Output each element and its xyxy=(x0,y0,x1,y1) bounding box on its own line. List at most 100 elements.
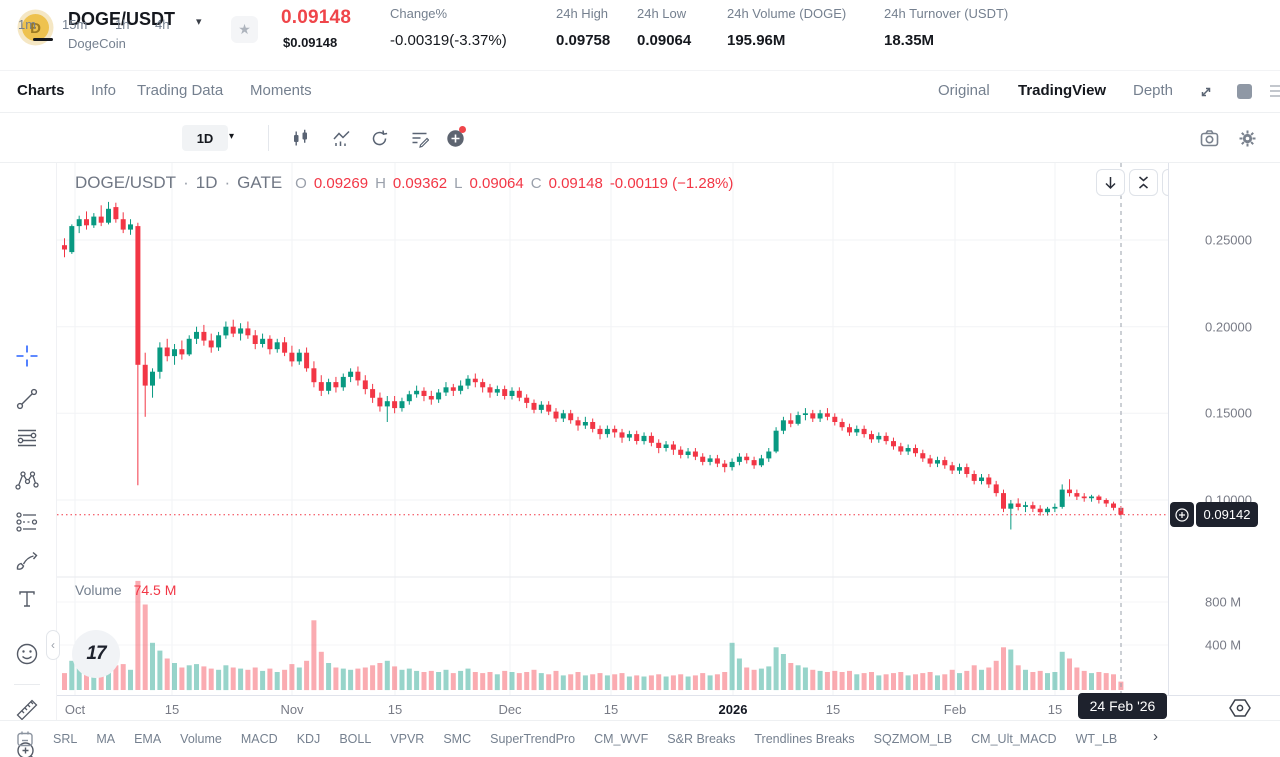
indicator-item[interactable]: VPVR xyxy=(390,732,425,746)
indicator-item[interactable]: CM_WVF xyxy=(594,732,649,746)
indicator-item[interactable]: Volume xyxy=(180,732,222,746)
forecast-tool-icon[interactable] xyxy=(13,508,41,536)
legend-interval[interactable]: 1D xyxy=(195,173,218,192)
gear-icon[interactable] xyxy=(1238,129,1257,148)
expand-icon[interactable] xyxy=(1198,84,1214,100)
timeframe-dropdown-icon[interactable]: ▾ xyxy=(229,131,235,142)
volume-label[interactable]: Volume xyxy=(75,582,122,598)
time-tick: Feb xyxy=(943,702,967,717)
pattern-tool-icon[interactable] xyxy=(13,466,41,494)
indicator-item[interactable]: Trendlines Breaks xyxy=(754,732,855,746)
timeframe-1d-active[interactable]: 1D xyxy=(182,125,228,151)
stat-label: 24h Volume (DOGE) xyxy=(727,6,847,21)
timeframe-15m[interactable]: 15m xyxy=(62,17,88,32)
candlestick-chart xyxy=(57,163,1168,695)
time-tick: 15 xyxy=(825,702,841,717)
timeframe-4h[interactable]: 4h xyxy=(155,17,170,32)
indicator-item[interactable]: SuperTrendPro xyxy=(490,732,576,746)
indicator-item[interactable]: S&R Breaks xyxy=(667,732,736,746)
stat-label: Change% xyxy=(390,6,448,21)
ohlc-open: 0.09269 xyxy=(313,175,369,192)
add-plus-icon[interactable] xyxy=(446,129,465,148)
favorite-button[interactable]: ★ xyxy=(231,16,258,43)
volume-tick: 400 M xyxy=(1205,637,1242,653)
chevron-right-icon[interactable]: › xyxy=(1153,728,1158,745)
timeframe-1m[interactable]: 1m xyxy=(18,17,37,32)
tab-depth[interactable]: Depth xyxy=(1133,82,1174,99)
last-price: 0.09148 xyxy=(281,7,352,28)
toolbar-divider xyxy=(14,684,40,685)
legend-pair[interactable]: DOGE/USDT xyxy=(75,173,177,192)
stat-label: 24h Turnover (USDT) xyxy=(884,6,1009,21)
tab-tradingview[interactable]: TradingView xyxy=(1018,82,1107,99)
indicator-item[interactable]: MA xyxy=(96,732,116,746)
pair-dropdown-icon[interactable]: ▾ xyxy=(196,16,202,28)
ohlc-high: 0.09362 xyxy=(392,175,448,192)
arrow-down-icon xyxy=(1105,177,1116,190)
toolbar-divider xyxy=(268,125,269,151)
time-tick: 15 xyxy=(387,702,403,717)
refresh-icon[interactable] xyxy=(370,129,389,148)
doge-logo-icon: Ð xyxy=(17,9,54,46)
stat-label: 24h High xyxy=(556,6,609,21)
indicator-item[interactable]: BOLL xyxy=(339,732,372,746)
indicators-icon[interactable] xyxy=(332,129,351,148)
active-tab-underline xyxy=(33,38,53,41)
sidebar-collapse-handle[interactable]: ‹ xyxy=(46,630,60,660)
time-tick: 15 xyxy=(164,702,180,717)
indicator-item[interactable]: SQZMOM_LB xyxy=(873,732,953,746)
candle-style-icon[interactable] xyxy=(291,129,310,148)
ruler-tool-icon[interactable] xyxy=(13,696,41,724)
stat-value: 195.96M xyxy=(727,32,786,49)
time-tick: 15 xyxy=(603,702,619,717)
tab-original[interactable]: Original xyxy=(938,82,990,99)
stat-value: -0.00319(-3.37%) xyxy=(390,32,507,49)
indicator-item[interactable]: EMA xyxy=(134,732,162,746)
ohlc-high-key: H xyxy=(375,175,386,192)
time-tick: Oct xyxy=(64,702,86,717)
timeframe-1h[interactable]: 1h xyxy=(115,17,130,32)
time-tick: 15 xyxy=(1047,702,1063,717)
calendar-icon[interactable] xyxy=(16,730,34,748)
timezone-settings-icon[interactable] xyxy=(1228,698,1252,718)
ohlc-change: -0.00119 (−1.28%) xyxy=(609,175,734,192)
tab-moments[interactable]: Moments xyxy=(250,82,312,99)
indicator-item[interactable]: KDJ xyxy=(296,732,321,746)
tab-info[interactable]: Info xyxy=(91,82,117,99)
stat-value: 0.09064 xyxy=(637,32,692,49)
zoom-in-tool-icon[interactable] xyxy=(13,738,41,757)
text-tool-icon[interactable] xyxy=(13,585,41,613)
tab-charts[interactable]: Charts xyxy=(17,82,65,99)
stat-value: 0.09758 xyxy=(556,32,611,49)
svg-text:Ð: Ð xyxy=(30,20,41,37)
fib-retracement-tool-icon[interactable] xyxy=(13,423,41,451)
tab-trading-data[interactable]: Trading Data xyxy=(137,82,224,99)
crosshair-tool-icon[interactable] xyxy=(13,342,41,370)
indicator-item[interactable]: WT_LB xyxy=(1075,732,1118,746)
template-edit-icon[interactable] xyxy=(410,129,429,148)
add-alert-button[interactable] xyxy=(1170,502,1194,527)
tradingview-logo-icon: 17 xyxy=(86,643,106,664)
chart-canvas[interactable] xyxy=(57,163,1168,695)
indicator-item[interactable]: SRL xyxy=(53,732,78,746)
trend-line-tool-icon[interactable] xyxy=(13,385,41,413)
price-axis[interactable]: 0.25000 0.20000 0.15000 0.10000 800 M 400 M xyxy=(1168,163,1280,695)
indicator-item[interactable]: SMC xyxy=(443,732,472,746)
crosshair-date-tag: 24 Feb '26 xyxy=(1078,693,1167,719)
camera-icon[interactable] xyxy=(1200,129,1219,148)
emoji-tool-icon[interactable] xyxy=(13,640,41,668)
menu-icon[interactable] xyxy=(1270,85,1280,100)
indicator-bar: SRL MA EMA Volume MACD KDJ BOLL VPVR SMC… xyxy=(0,720,1280,757)
pair-title[interactable]: DOGE/USDT xyxy=(68,9,176,29)
crosshair-price-tag: 0.09142 xyxy=(1196,502,1258,527)
chart-legend: DOGE/USDT · 1D · GATE O 0.09269 H 0.0936… xyxy=(75,173,734,192)
collapse-pane-button[interactable] xyxy=(1129,169,1158,196)
indicator-item[interactable]: MACD xyxy=(240,732,278,746)
scroll-to-recent-button[interactable] xyxy=(1096,169,1125,196)
brush-tool-icon[interactable] xyxy=(13,546,41,574)
indicator-item[interactable]: CM_Ult_MACD xyxy=(971,732,1057,746)
time-axis[interactable]: Oct 15 Nov 15 Dec 15 2026 15 Feb 15 xyxy=(57,695,1280,720)
layout-square-icon[interactable] xyxy=(1237,84,1252,99)
price-tick: 0.15000 xyxy=(1205,405,1252,421)
main-tabbar xyxy=(0,70,1280,113)
